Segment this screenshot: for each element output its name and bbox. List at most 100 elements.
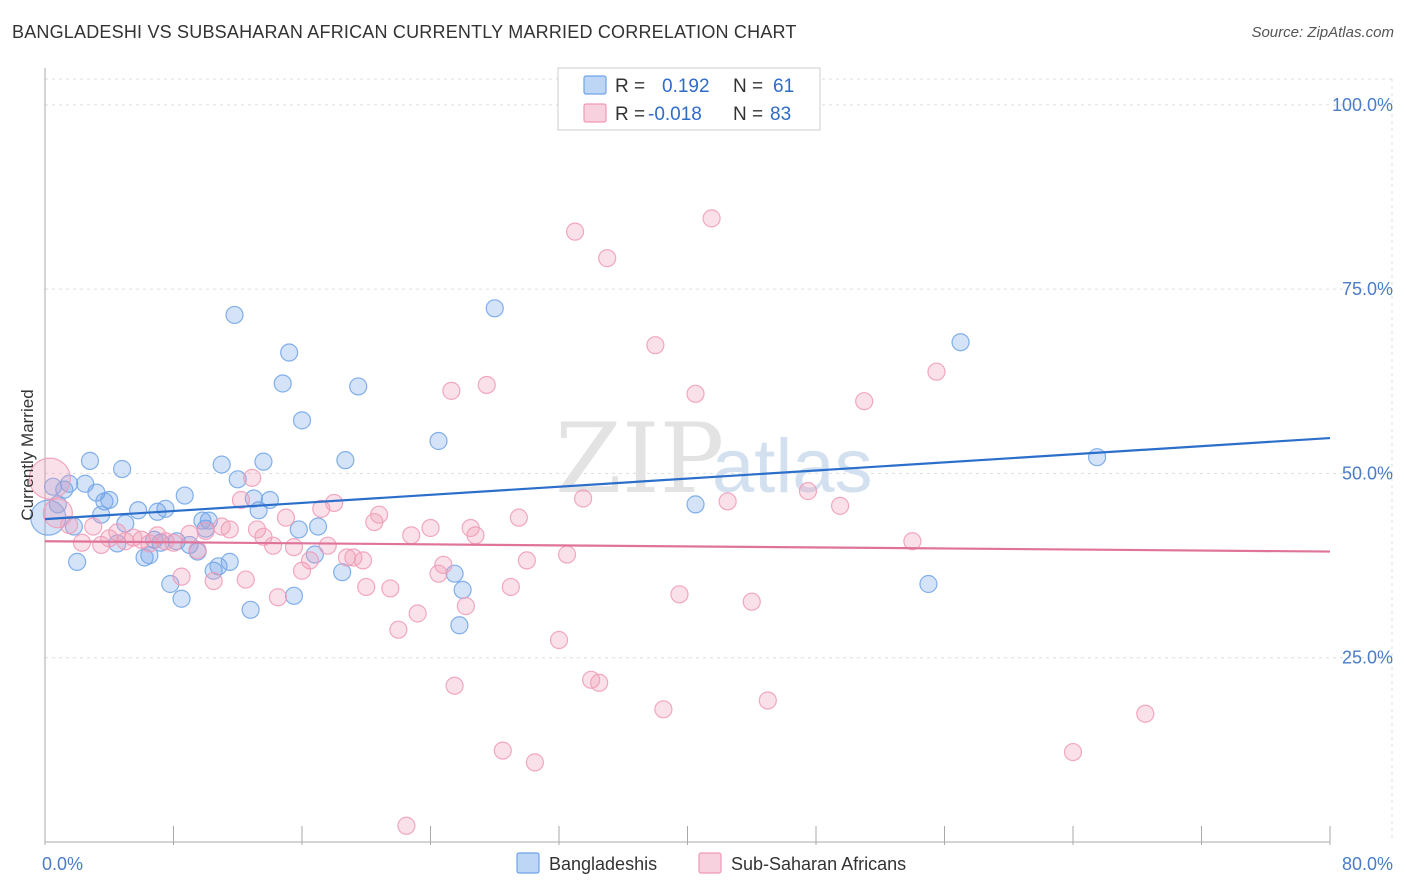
- data-point: [268, 588, 288, 607]
- data-point: [72, 533, 92, 552]
- legend-box: [557, 67, 821, 131]
- data-point: [241, 600, 260, 619]
- data-point: [450, 616, 469, 635]
- data-point: [68, 552, 87, 571]
- legend-n-label: N =: [733, 104, 763, 125]
- watermark: ZIP atlas: [555, 403, 873, 515]
- legend-n-value: 61: [773, 76, 794, 97]
- x-tick-label: 0.0%: [42, 854, 83, 874]
- data-point: [172, 589, 191, 608]
- trend-lines: [44, 436, 1331, 553]
- data-point: [209, 557, 228, 576]
- data-point: [247, 520, 267, 539]
- data-point: [456, 597, 475, 616]
- legend-r-value: -0.018: [648, 104, 702, 125]
- data-point: [84, 517, 103, 536]
- data-point: [292, 411, 312, 430]
- data-point: [381, 579, 400, 598]
- bottom-legend-swatch-bangladeshis: [516, 852, 540, 874]
- data-point: [280, 343, 299, 362]
- data-point: [670, 585, 689, 604]
- data-point: [557, 545, 577, 564]
- bottom-legend-label: Sub-Saharan Africans: [731, 854, 906, 874]
- chart-source: Source: ZipAtlas.com: [1251, 24, 1394, 41]
- data-point: [397, 816, 416, 835]
- legend-r-value: 0.192: [662, 76, 710, 97]
- data-point: [466, 526, 485, 545]
- data-point: [1087, 448, 1107, 467]
- data-point: [565, 222, 585, 241]
- data-points: [28, 209, 1155, 835]
- data-point: [370, 505, 389, 524]
- data-point: [517, 551, 536, 570]
- data-point: [333, 563, 352, 582]
- data-point: [289, 520, 308, 539]
- data-point: [442, 381, 461, 400]
- data-point: [180, 524, 199, 543]
- data-point: [855, 392, 874, 411]
- y-tick-labels: 25.0% 50.0% 75.0% 100.0%: [1332, 95, 1393, 668]
- data-point: [196, 521, 215, 541]
- data-point: [830, 496, 850, 515]
- y-axis-label: Currently Married: [18, 389, 37, 520]
- data-point: [353, 551, 373, 570]
- data-point: [477, 375, 496, 395]
- data-point: [702, 209, 721, 228]
- data-point: [273, 374, 292, 393]
- data-point: [276, 508, 296, 527]
- data-point: [445, 676, 464, 695]
- data-point: [28, 457, 71, 500]
- data-point: [549, 630, 569, 650]
- data-point: [305, 545, 324, 564]
- trend-line-subsaharan: [44, 540, 1331, 553]
- data-point: [1136, 704, 1155, 723]
- data-point: [485, 299, 504, 318]
- data-point: [284, 538, 304, 557]
- data-point: [919, 574, 938, 594]
- bottom-legend-swatch-subsaharan: [698, 852, 722, 874]
- series-legend: Bangladeshis Sub-Saharan Africans: [516, 852, 906, 874]
- axes: [44, 68, 1331, 845]
- data-point: [357, 577, 376, 597]
- data-point: [212, 455, 231, 474]
- legend-n-value: 83: [770, 104, 791, 125]
- y-tick-label: 25.0%: [1342, 648, 1393, 668]
- legend-n-label: N =: [733, 76, 763, 97]
- data-point: [686, 384, 705, 403]
- data-point: [927, 362, 946, 381]
- data-point: [220, 552, 239, 571]
- data-point: [903, 532, 922, 551]
- data-point: [175, 486, 194, 505]
- data-point: [236, 570, 255, 589]
- data-point: [129, 501, 148, 520]
- legend-r-label: R =: [615, 104, 645, 125]
- legend-r-label: R =: [615, 76, 645, 97]
- data-point: [231, 490, 251, 510]
- data-point: [300, 551, 320, 570]
- data-point: [308, 517, 328, 536]
- chart-title: BANGLADESHI VS SUBSAHARAN AFRICAN CURREN…: [12, 22, 797, 42]
- data-point: [204, 571, 223, 591]
- data-point: [42, 498, 73, 529]
- data-point: [798, 482, 818, 501]
- data-point: [161, 574, 180, 594]
- legend-swatch-subsaharan: [583, 103, 607, 123]
- data-point: [284, 586, 304, 605]
- x-tick-label: 80.0%: [1342, 854, 1393, 874]
- watermark-atlas: atlas: [712, 424, 873, 509]
- data-point: [55, 480, 74, 499]
- data-point: [758, 691, 777, 710]
- data-point: [590, 673, 609, 692]
- data-point: [453, 580, 472, 599]
- data-point: [718, 492, 737, 511]
- data-point: [402, 526, 421, 545]
- data-point: [429, 431, 448, 451]
- data-point: [421, 518, 440, 538]
- y-tick-label: 50.0%: [1342, 463, 1393, 483]
- data-point: [228, 470, 247, 489]
- data-point: [654, 700, 673, 719]
- data-point: [188, 540, 207, 560]
- data-point: [156, 499, 175, 518]
- data-point: [493, 741, 512, 760]
